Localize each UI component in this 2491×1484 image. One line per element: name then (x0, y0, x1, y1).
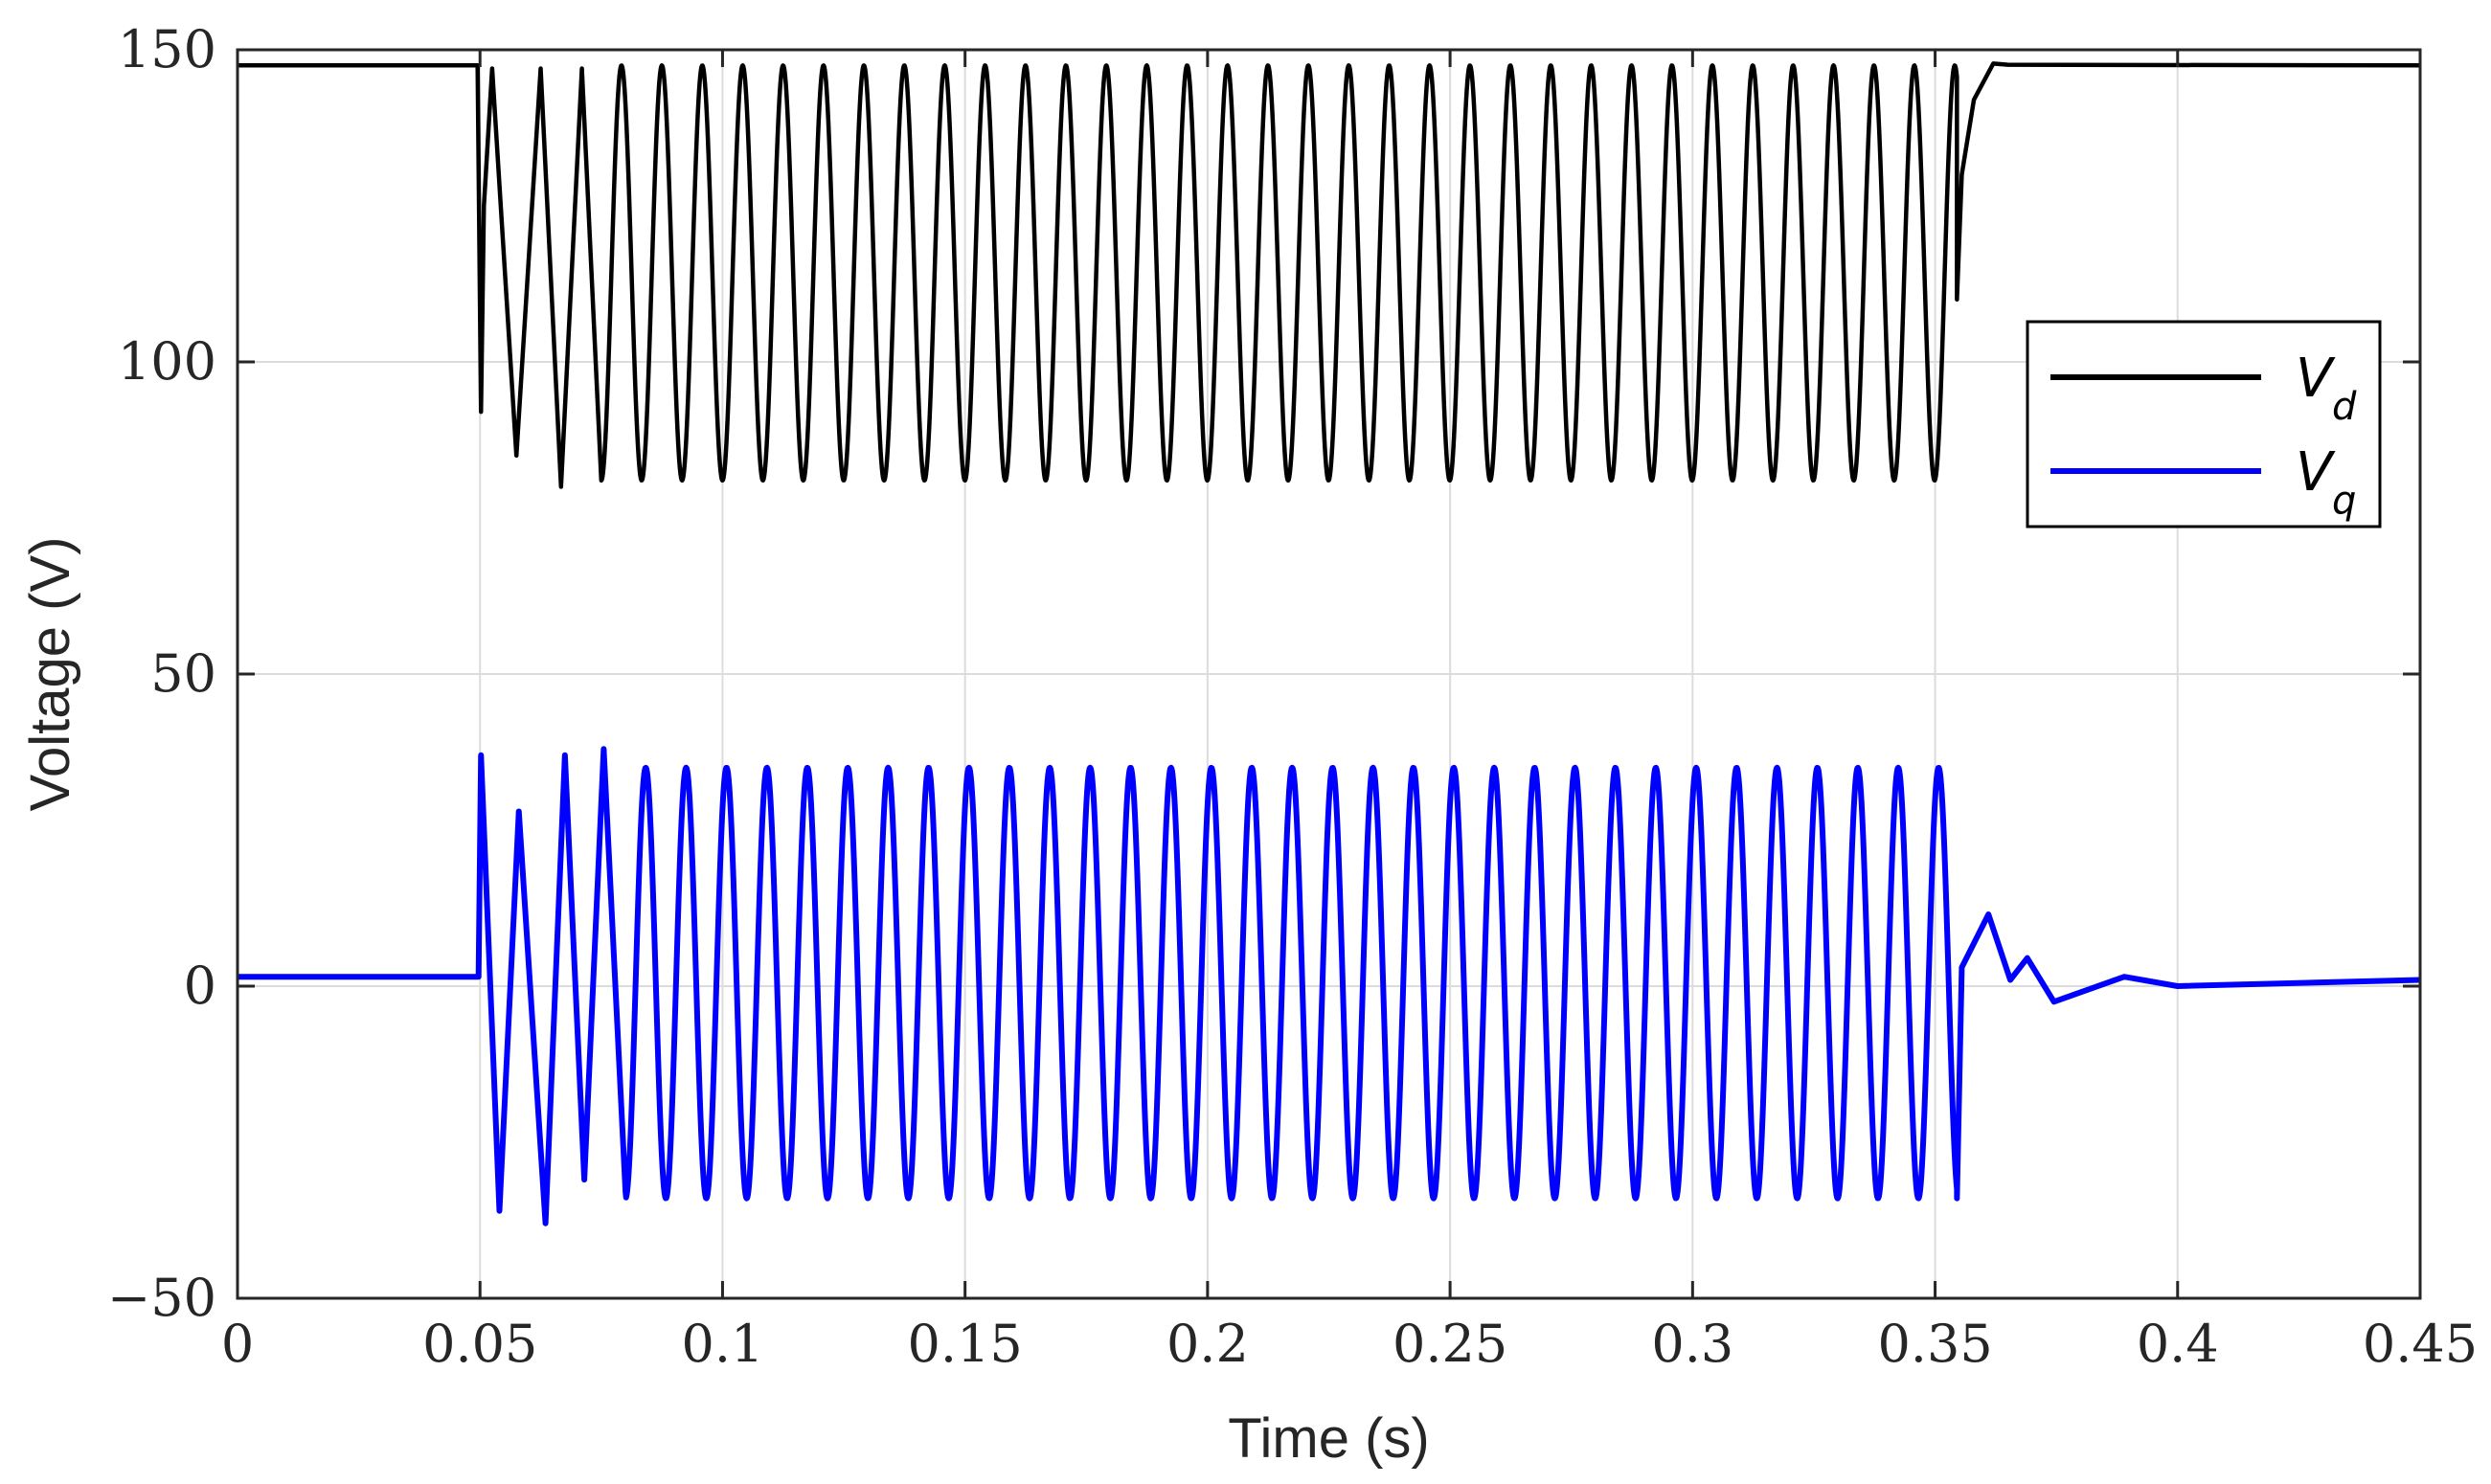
y-tick-label: 0 (184, 956, 216, 1016)
x-tick-label: 0.05 (422, 1314, 537, 1374)
x-tick-label: 0.3 (1651, 1314, 1733, 1374)
x-tick-label: 0.35 (1877, 1314, 1992, 1374)
x-tick-label: 0.25 (1393, 1314, 1507, 1374)
legend-label-vd: V (2296, 348, 2336, 410)
x-axis-label: Time (s) (1228, 1407, 1429, 1470)
series-line-vd (238, 61, 2421, 489)
y-tick-label: −50 (107, 1268, 216, 1328)
x-tick-label: 0.15 (908, 1314, 1023, 1374)
x-tick-label: 0.4 (2137, 1314, 2219, 1374)
ticks: 0 0.05 0.1 0.15 0.2 0.25 0.3 0.35 0.4 0.45−500501… (107, 19, 2478, 1374)
series-line-vq (238, 746, 2421, 1226)
legend-subscript-vd: d (2332, 385, 2357, 429)
y-axis-label: Voltage (V) (19, 537, 81, 812)
legend-box (2026, 320, 2382, 528)
y-tick-label: 50 (150, 643, 216, 704)
legend-label-vq: V (2296, 441, 2336, 504)
legend-subscript-vq: q (2332, 479, 2356, 523)
x-tick-label: 0.45 (2363, 1314, 2478, 1374)
series-layer (238, 61, 2421, 1226)
y-tick-label: 150 (118, 19, 216, 79)
y-tick-label: 100 (118, 331, 216, 392)
axis-labels: Time (s) Voltage (V) (19, 537, 1430, 1470)
x-tick-label: 0.1 (681, 1314, 763, 1374)
x-tick-label: 0.2 (1166, 1314, 1249, 1374)
x-tick-label: 0 (221, 1314, 254, 1374)
